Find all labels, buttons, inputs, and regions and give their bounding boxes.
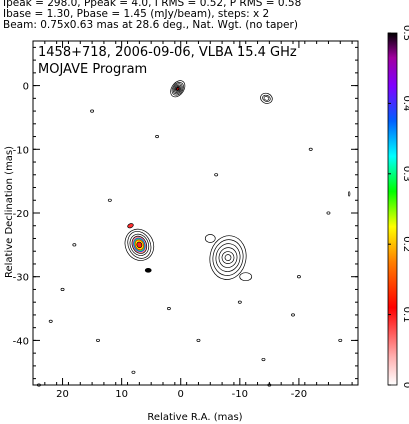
noise-contour xyxy=(131,370,136,374)
lobe-contour xyxy=(212,239,244,276)
noise-contour xyxy=(326,211,331,215)
lobe-contour xyxy=(224,254,232,261)
noise-contour xyxy=(36,383,41,387)
core-contour xyxy=(173,84,182,93)
core-contour xyxy=(170,80,186,98)
noise-contour xyxy=(296,275,301,279)
north-blob-contour xyxy=(263,96,270,101)
lobe-contour xyxy=(221,251,235,264)
header-line-2: Ibase = 1.30, Pbase = 1.45 (mJy/beam), s… xyxy=(3,8,270,20)
noise-contour xyxy=(291,313,295,317)
x-axis-title: Relative R.A. (mas) xyxy=(147,412,242,423)
lobe-sub-contour xyxy=(239,272,253,282)
core-contour xyxy=(171,82,184,96)
plot-subtitle: MOJAVE Program xyxy=(38,62,147,77)
jet-dark-spot xyxy=(144,267,152,273)
noise-contour xyxy=(90,109,95,113)
noise-contour xyxy=(48,319,53,323)
colorbar-tick-label: 0.4 xyxy=(401,95,409,111)
north-blob-contour xyxy=(262,94,271,102)
jet-contour xyxy=(124,228,155,261)
noise-contour xyxy=(237,300,242,304)
lobe-sub-contour xyxy=(204,234,216,243)
core-contour xyxy=(172,83,183,95)
colorbar-tick-label: 0.5 xyxy=(401,25,409,41)
noise-contour xyxy=(107,198,112,202)
noise-contour xyxy=(214,173,219,177)
lobe-contour xyxy=(215,243,241,272)
header-line-1: Ipeak = 298.0, Ppeak = 4.0, I RMS = 0.52… xyxy=(3,0,302,9)
noise-contour xyxy=(261,357,266,362)
x-tick-label: -20 xyxy=(291,389,307,400)
y-axis-title: Relative Declination (mas) xyxy=(4,146,15,278)
core-peak xyxy=(176,86,180,91)
noise-contour xyxy=(347,191,351,197)
y-tick-label: 0 xyxy=(23,82,29,93)
noise-contour xyxy=(308,147,313,151)
y-tick-label: -30 xyxy=(13,273,29,284)
plot-frame xyxy=(32,40,359,386)
x-tick-label: -10 xyxy=(232,389,248,400)
y-tick-label: -40 xyxy=(13,336,29,347)
noise-contour xyxy=(166,307,171,311)
y-tick-label: -20 xyxy=(13,209,29,220)
x-tick-label: 20 xyxy=(56,389,69,400)
noise-contour xyxy=(338,338,343,342)
y-tick-label: -10 xyxy=(13,145,29,156)
colorbar-tick-label: 0.1 xyxy=(401,307,409,323)
lobe-contour xyxy=(209,235,247,280)
noise-contour xyxy=(72,243,77,247)
lobe-contour xyxy=(218,247,238,268)
colorbar xyxy=(387,32,398,386)
x-tick-label: 0 xyxy=(178,389,184,400)
noise-contour xyxy=(96,338,100,342)
colorbar-tick-label: 0.3 xyxy=(401,166,409,182)
jet-contour xyxy=(136,241,143,249)
noise-contour xyxy=(196,338,201,342)
colorbar-tick-label: 0 xyxy=(401,382,409,388)
core-contour xyxy=(174,85,181,92)
jet-contour xyxy=(129,233,150,256)
colorbar-tick-label: 0.2 xyxy=(401,236,409,252)
core-contour xyxy=(175,86,180,91)
noise-contour xyxy=(60,287,65,291)
plot-title: 1458+718, 2006-09-06, VLBA 15.4 GHz xyxy=(38,45,297,60)
noise-contour xyxy=(155,135,160,139)
north-blob-contour xyxy=(260,92,273,104)
jet-hot-spot xyxy=(127,223,134,229)
x-tick-label: 10 xyxy=(115,389,128,400)
header-line-3: Beam: 0.75x0.63 mas at 28.6 deg., Nat. W… xyxy=(3,19,298,31)
jet-contour xyxy=(127,230,152,259)
